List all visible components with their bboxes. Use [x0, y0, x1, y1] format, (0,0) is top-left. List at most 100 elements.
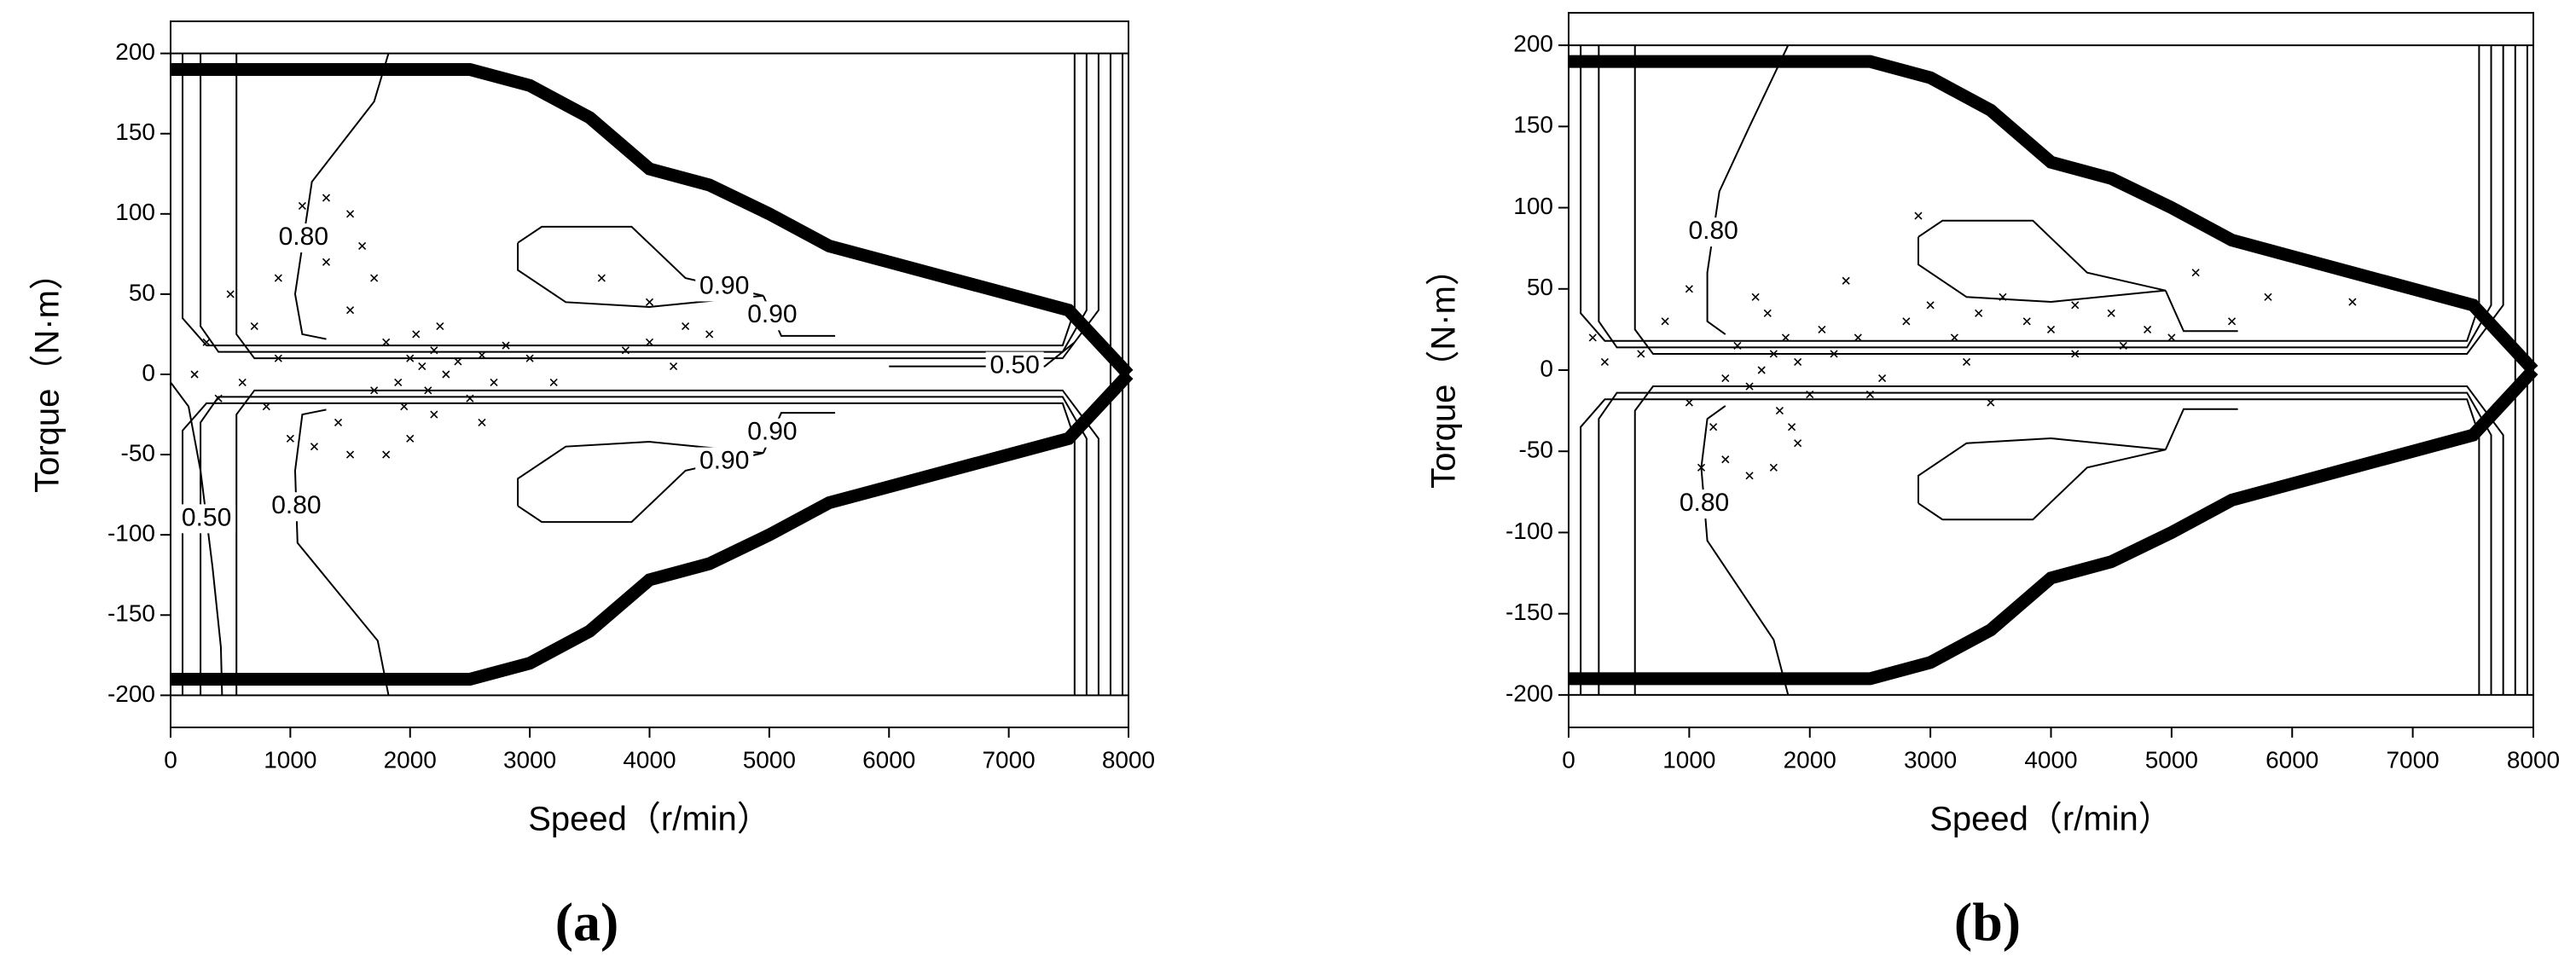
operating-point — [274, 274, 282, 282]
operating-point — [382, 450, 391, 459]
operating-point — [597, 274, 606, 282]
y-tick-label: 0 — [142, 359, 155, 385]
operating-point — [1999, 292, 2007, 301]
operating-point — [2046, 325, 2056, 333]
operating-point — [412, 330, 421, 339]
contour-line — [182, 53, 1076, 347]
x-tick-label: 0 — [164, 746, 177, 773]
operating-point — [334, 418, 343, 427]
operating-point — [2227, 317, 2237, 326]
operating-point — [1769, 350, 1778, 358]
operating-point — [1818, 325, 1826, 333]
operating-point — [2071, 301, 2080, 310]
operating-point — [1854, 333, 1862, 342]
operating-point — [1763, 309, 1772, 317]
operating-point — [705, 330, 714, 339]
x-tick-label: 8000 — [1102, 746, 1155, 773]
operating-point — [1600, 357, 1609, 367]
operating-point — [466, 394, 474, 403]
operating-point — [1745, 382, 1754, 391]
operating-point — [502, 341, 510, 350]
operating-point — [1926, 301, 1935, 310]
panel: 0 1000 2000 3000 4000 5000 6000 7000 8000-200-15… — [1425, 12, 2560, 953]
x-tick-label: 3000 — [1904, 746, 1957, 773]
contour-line — [517, 225, 764, 308]
operating-point — [2167, 333, 2176, 342]
operating-point — [1962, 357, 1971, 367]
operating-point — [274, 354, 282, 362]
operating-point — [2348, 298, 2357, 306]
operating-point — [1794, 439, 1802, 448]
contour-line — [235, 389, 1099, 696]
operating-point — [430, 346, 438, 355]
contour-line — [1917, 437, 2167, 521]
contour-label-bg — [695, 447, 754, 477]
operating-point — [1588, 333, 1597, 342]
operating-point — [1709, 423, 1718, 431]
operating-point — [2107, 309, 2115, 317]
y-tick-label: -100 — [1506, 518, 1553, 544]
operating-point — [1775, 407, 1784, 415]
operating-point — [490, 378, 498, 386]
x-tick-label: 1000 — [1662, 746, 1715, 773]
x-tick-label: 7000 — [982, 746, 1035, 773]
operating-point — [454, 357, 462, 366]
x-tick-label: 4000 — [623, 746, 676, 773]
contour-line — [1598, 45, 2492, 349]
operating-point — [1950, 333, 1958, 342]
operating-point — [2144, 325, 2152, 333]
operating-point — [406, 354, 415, 362]
x-tick-label: 2000 — [384, 746, 437, 773]
operating-point — [406, 434, 415, 443]
operating-point — [1806, 391, 1814, 399]
operating-point — [345, 210, 355, 218]
y-tick-label: 100 — [1513, 193, 1553, 219]
operating-point — [1902, 317, 1911, 326]
operating-point — [424, 386, 432, 395]
operating-point — [1697, 463, 1706, 472]
contour-line — [2164, 290, 2238, 333]
operating-point — [682, 321, 690, 331]
x-axis-label: Speed（r/min） — [528, 801, 771, 838]
operating-point — [1745, 472, 1754, 480]
operating-point — [430, 410, 438, 419]
operating-point — [645, 298, 654, 306]
contour-label: 0.80 — [1680, 489, 1729, 517]
contour-label: 0.80 — [1688, 217, 1738, 245]
operating-point — [226, 290, 235, 298]
y-axis-label: Torque（N·m） — [1425, 252, 1463, 489]
y-tick-label: 200 — [1513, 30, 1553, 56]
y-tick-label: 200 — [115, 38, 155, 65]
y-tick-label: 50 — [129, 279, 155, 305]
torque-limit — [1569, 365, 2538, 686]
operating-point — [621, 346, 629, 355]
contour-label-bg — [267, 492, 326, 522]
operating-point — [1637, 350, 1645, 358]
y-tick-label: 100 — [115, 199, 155, 225]
operating-point — [2022, 317, 2031, 326]
operating-point — [1914, 211, 1923, 220]
operating-point — [2119, 341, 2127, 350]
operating-point — [2191, 269, 2200, 277]
panel-label: (a) — [555, 892, 619, 953]
operating-point — [1787, 423, 1796, 431]
contour-line — [1917, 219, 2167, 304]
contour-line — [170, 381, 223, 696]
operating-point — [370, 274, 379, 282]
operating-point — [1830, 350, 1838, 358]
operating-point — [478, 350, 486, 359]
x-tick-label: 0 — [1562, 746, 1575, 773]
contour-line — [1700, 405, 1790, 696]
contour-line — [235, 53, 1099, 360]
operating-point — [1878, 374, 1887, 383]
operating-point — [645, 338, 654, 346]
contour-label-bg — [177, 504, 236, 534]
operating-point — [400, 403, 409, 411]
y-tick-label: -50 — [121, 439, 155, 466]
operating-point — [322, 194, 331, 202]
operating-point — [345, 450, 355, 459]
operating-point — [262, 403, 270, 411]
y-tick-label: -100 — [107, 520, 155, 547]
contour-label-bg — [1684, 217, 1743, 247]
